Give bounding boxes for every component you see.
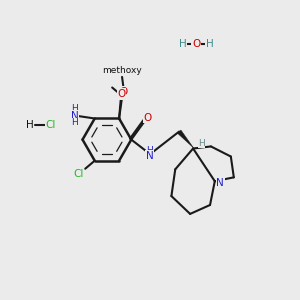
Text: Cl: Cl (46, 120, 56, 130)
Text: H: H (146, 146, 153, 155)
Text: N: N (146, 151, 154, 160)
Text: O: O (117, 89, 125, 99)
Text: N: N (216, 178, 224, 188)
Text: O: O (192, 40, 200, 50)
Polygon shape (177, 130, 194, 148)
Text: H: H (71, 104, 78, 113)
Text: methoxy: methoxy (102, 66, 142, 75)
Text: O: O (143, 112, 152, 123)
Text: H: H (26, 120, 34, 130)
Text: H: H (198, 139, 205, 148)
Text: O: O (119, 87, 128, 97)
Text: Cl: Cl (74, 169, 84, 179)
Text: N: N (70, 110, 78, 121)
Text: H: H (71, 118, 78, 127)
Text: H: H (206, 40, 214, 50)
Text: H: H (178, 40, 186, 50)
